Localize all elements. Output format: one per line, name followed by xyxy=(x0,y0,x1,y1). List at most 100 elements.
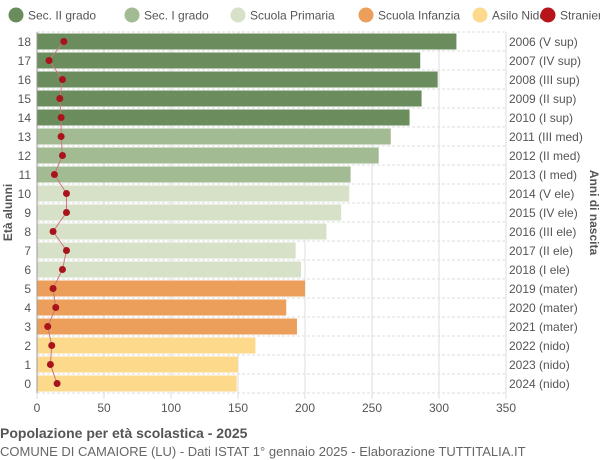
birth-year-label: 2009 (II sup) xyxy=(509,92,576,106)
stranieri-point-5 xyxy=(49,285,57,292)
stranieri-point-13 xyxy=(57,133,65,140)
stranieri-point-14 xyxy=(57,114,65,121)
birth-year-label: 2014 (V ele) xyxy=(509,187,574,201)
legend-marker-0 xyxy=(8,7,24,23)
stranieri-point-15 xyxy=(56,95,64,102)
bar-age-8 xyxy=(37,223,327,240)
bar-age-11 xyxy=(37,166,351,183)
x-tick-label: 200 xyxy=(295,401,315,415)
legend-marker-4 xyxy=(472,7,488,23)
age-tick-label: 7 xyxy=(24,244,31,258)
birth-year-label: 2023 (nido) xyxy=(509,358,570,372)
chart-subtitle: COMUNE DI CAMAIORE (LU) - Dati ISTAT 1° … xyxy=(0,444,526,459)
bar-age-3 xyxy=(37,318,297,335)
stranieri-point-12 xyxy=(58,152,66,159)
birth-year-label: 2013 (I med) xyxy=(509,168,577,182)
birth-year-label: 2015 (IV ele) xyxy=(509,206,578,220)
age-tick-label: 10 xyxy=(18,187,32,201)
birth-year-label: 2008 (III sup) xyxy=(509,73,580,87)
bar-age-12 xyxy=(37,147,379,164)
stranieri-point-6 xyxy=(58,266,66,273)
legend-label-3: Scuola Infanzia xyxy=(378,9,460,23)
age-tick-label: 12 xyxy=(18,149,32,163)
stranieri-point-7 xyxy=(62,247,70,254)
bar-age-18 xyxy=(37,33,457,50)
legend-label-1: Sec. I grado xyxy=(144,9,209,23)
birth-year-label: 2021 (mater) xyxy=(509,320,578,334)
age-tick-label: 18 xyxy=(18,35,32,49)
birth-year-label: 2016 (III ele) xyxy=(509,225,576,239)
birth-year-label: 2010 (I sup) xyxy=(509,111,573,125)
birth-year-label: 2012 (II med) xyxy=(509,149,580,163)
stranieri-point-8 xyxy=(49,228,57,235)
bar-age-10 xyxy=(37,185,350,202)
x-tick-label: 50 xyxy=(97,401,111,415)
age-tick-label: 14 xyxy=(18,111,32,125)
stranieri-point-9 xyxy=(62,209,70,216)
bar-age-4 xyxy=(37,299,287,316)
bar-age-14 xyxy=(37,109,410,126)
legend-label-4: Asilo Nido xyxy=(492,9,546,23)
bar-age-9 xyxy=(37,204,342,221)
legend-label-5: Stranieri xyxy=(560,9,600,23)
birth-year-label: 2020 (mater) xyxy=(509,301,578,315)
age-tick-label: 1 xyxy=(24,358,31,372)
legend-marker-2 xyxy=(230,7,246,23)
stranieri-point-11 xyxy=(50,171,58,178)
x-tick-label: 250 xyxy=(362,401,382,415)
y-axis-label-right: Anni di nascita xyxy=(587,170,600,256)
birth-year-label: 2011 (III med) xyxy=(509,130,583,144)
bar-age-0 xyxy=(37,375,237,392)
birth-year-label: 2007 (IV sup) xyxy=(509,54,581,68)
birth-year-label: 2019 (mater) xyxy=(509,282,578,296)
stranieri-point-10 xyxy=(62,190,70,197)
birth-year-label: 2006 (V sup) xyxy=(509,35,578,49)
bar-age-5 xyxy=(37,280,305,297)
age-tick-label: 9 xyxy=(24,206,31,220)
population-chart: Sec. II grado Sec. I grado Scuola Primaria… xyxy=(1,7,600,415)
birth-year-label: 2017 (II ele) xyxy=(509,244,573,258)
bar-age-16 xyxy=(37,71,438,88)
legend-label-0: Sec. II grado xyxy=(28,9,96,23)
bar-age-2 xyxy=(37,337,256,354)
legend-marker-5 xyxy=(540,7,556,23)
bar-age-7 xyxy=(37,242,296,259)
x-tick-label: 150 xyxy=(228,401,248,415)
bar-age-6 xyxy=(37,261,301,278)
age-tick-label: 5 xyxy=(24,282,31,296)
chart-title: Popolazione per età scolastica - 2025 xyxy=(0,425,248,441)
age-tick-label: 2 xyxy=(24,339,31,353)
age-tick-label: 4 xyxy=(24,301,31,315)
birth-year-label: 2022 (nido) xyxy=(509,339,570,353)
bar-age-13 xyxy=(37,128,391,145)
x-tick-label: 0 xyxy=(34,401,41,415)
age-tick-label: 13 xyxy=(18,130,32,144)
stranieri-point-4 xyxy=(52,304,60,311)
x-tick-label: 350 xyxy=(496,401,516,415)
stranieri-point-0 xyxy=(53,380,61,387)
birth-year-label: 2018 (I ele) xyxy=(509,263,570,277)
age-tick-label: 6 xyxy=(24,263,31,277)
stranieri-point-18 xyxy=(60,38,68,45)
age-tick-label: 15 xyxy=(18,92,32,106)
stranieri-point-3 xyxy=(44,323,52,330)
legend-label-2: Scuola Primaria xyxy=(250,9,335,23)
bar-age-1 xyxy=(37,356,238,373)
age-tick-label: 11 xyxy=(19,168,32,182)
stranieri-point-1 xyxy=(46,361,54,368)
age-tick-label: 17 xyxy=(18,54,32,68)
stranieri-point-17 xyxy=(45,57,53,64)
x-tick-label: 300 xyxy=(429,401,449,415)
age-tick-label: 3 xyxy=(24,320,31,334)
legend-marker-3 xyxy=(358,7,374,23)
birth-year-label: 2024 (nido) xyxy=(509,377,570,391)
age-tick-label: 0 xyxy=(24,377,31,391)
legend-marker-1 xyxy=(124,7,140,23)
bar-age-17 xyxy=(37,52,421,69)
age-tick-label: 8 xyxy=(24,225,31,239)
stranieri-point-16 xyxy=(58,76,66,83)
stranieri-point-2 xyxy=(48,342,56,349)
bar-age-15 xyxy=(37,90,422,107)
y-axis-label: Età alunni xyxy=(1,184,15,241)
